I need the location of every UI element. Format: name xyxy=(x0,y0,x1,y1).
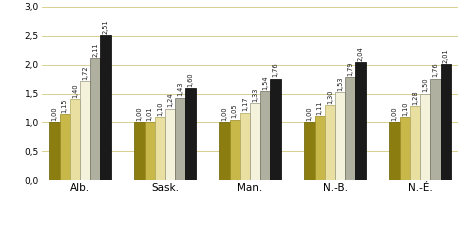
Bar xyxy=(389,122,400,180)
Bar xyxy=(325,105,335,180)
Text: 1,01: 1,01 xyxy=(147,106,153,121)
Text: 1,72: 1,72 xyxy=(82,65,88,80)
Text: 1,10: 1,10 xyxy=(157,101,163,116)
Bar xyxy=(219,122,230,180)
Text: 1,17: 1,17 xyxy=(242,97,248,112)
Text: 1,76: 1,76 xyxy=(273,63,279,77)
Bar xyxy=(165,109,175,180)
Bar xyxy=(134,122,144,180)
Bar xyxy=(430,79,440,180)
Bar xyxy=(185,88,195,180)
Text: 1,15: 1,15 xyxy=(62,98,68,113)
Text: 1,00: 1,00 xyxy=(392,107,398,121)
Bar xyxy=(400,117,410,180)
Text: 1,00: 1,00 xyxy=(221,107,227,121)
Text: 1,50: 1,50 xyxy=(422,78,428,92)
Bar xyxy=(144,122,155,180)
Bar xyxy=(80,81,90,180)
Bar xyxy=(155,117,165,180)
Text: 1,33: 1,33 xyxy=(252,88,258,102)
Bar xyxy=(410,106,420,180)
Text: 1,43: 1,43 xyxy=(177,82,183,97)
Bar xyxy=(305,122,315,180)
Bar xyxy=(230,120,240,180)
Bar xyxy=(345,77,356,180)
Bar xyxy=(70,99,80,180)
Text: 1,00: 1,00 xyxy=(137,107,143,121)
Bar xyxy=(420,94,430,180)
Text: 1,24: 1,24 xyxy=(167,93,173,107)
Bar xyxy=(50,122,60,180)
Text: 2,51: 2,51 xyxy=(102,19,108,34)
Text: 1,40: 1,40 xyxy=(72,84,78,98)
Text: 2,11: 2,11 xyxy=(92,43,98,57)
Text: 2,04: 2,04 xyxy=(357,46,363,61)
Bar xyxy=(440,64,450,180)
Bar xyxy=(90,58,100,180)
Bar xyxy=(315,116,325,180)
Text: 1,54: 1,54 xyxy=(263,76,269,90)
Text: 1,60: 1,60 xyxy=(188,72,194,87)
Bar xyxy=(240,113,250,180)
Text: 1,53: 1,53 xyxy=(337,76,343,91)
Text: 1,00: 1,00 xyxy=(307,107,313,121)
Text: 1,30: 1,30 xyxy=(327,89,333,104)
Text: 1,10: 1,10 xyxy=(402,101,408,116)
Text: 1,28: 1,28 xyxy=(412,91,418,105)
Text: 1,05: 1,05 xyxy=(232,104,238,118)
Text: 1,11: 1,11 xyxy=(317,100,323,115)
Bar xyxy=(356,62,366,180)
Bar xyxy=(335,92,345,180)
Bar xyxy=(100,35,111,180)
Text: 1,76: 1,76 xyxy=(432,63,438,77)
Text: 2,01: 2,01 xyxy=(443,48,449,63)
Bar xyxy=(270,79,281,180)
Bar xyxy=(175,98,185,180)
Bar xyxy=(60,114,70,180)
Text: 1,79: 1,79 xyxy=(347,61,353,76)
Bar xyxy=(250,103,260,180)
Text: 1,00: 1,00 xyxy=(51,107,57,121)
Bar xyxy=(260,91,270,180)
